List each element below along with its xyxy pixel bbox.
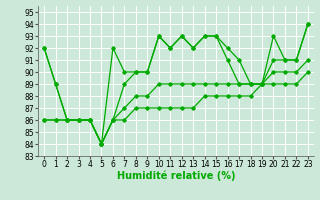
X-axis label: Humidité relative (%): Humidité relative (%): [117, 171, 235, 181]
